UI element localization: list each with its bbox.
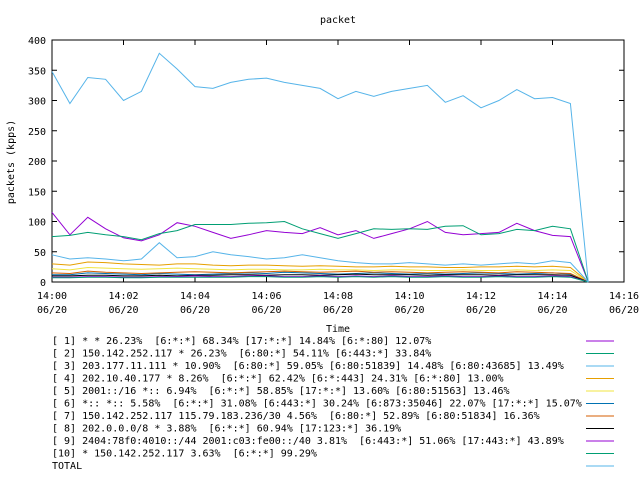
y-tick-label: 250 (28, 127, 46, 138)
x-tick-date-label: 06/20 (394, 305, 424, 316)
x-tick-time-label: 14:00 (37, 291, 67, 302)
legend-label-3: [ 3] 203.177.11.111 * 10.90% [6:80:*] 59… (52, 361, 564, 372)
legend-label-7: [ 7] 150.142.252.117 115.79.183.236/30 4… (52, 411, 540, 422)
y-tick-label: 400 (28, 36, 46, 47)
y-axis-ticks: 0 50 100 150 200 250 300 350 400 (28, 36, 624, 289)
y-tick-label: 350 (28, 66, 46, 77)
x-tick-date-label: 06/20 (466, 305, 496, 316)
series-line-11 (51, 242, 589, 283)
x-tick-time-label: 14:02 (108, 291, 138, 302)
x-tick-date-label: 06/20 (180, 305, 210, 316)
series-line-7 (51, 270, 589, 283)
y-axis-label: packets (kpps) (6, 120, 17, 204)
series-lines (51, 52, 589, 283)
legend-label-6: [ 6] *:: *:: 5.58% [6:*:*] 31.08% [6:443… (52, 399, 582, 410)
series-line-3 (51, 52, 589, 283)
x-tick-date-label: 06/20 (537, 305, 567, 316)
x-tick-date-label: 06/20 (609, 305, 639, 316)
x-tick-time-label: 14:08 (323, 291, 353, 302)
y-tick-label: 50 (34, 248, 46, 259)
x-axis-ticks: 14:00 06/20 14:02 06/20 14:04 06/20 14:06 06/20… (37, 40, 639, 316)
x-tick-time-label: 14:10 (394, 291, 424, 302)
legend-label-10: [10] * 150.142.252.117 3.63% [6:*:*] 99.… (52, 449, 317, 460)
x-tick-time-label: 14:04 (180, 291, 210, 302)
series-line-8 (52, 273, 589, 283)
y-tick-label: 300 (28, 97, 46, 108)
legend-label-1: [ 1] * * 26.23% [6:*:*] 68.34% [17:*:*] … (52, 336, 431, 347)
y-tick-label: 100 (28, 218, 46, 229)
y-tick-label: 200 (28, 157, 46, 168)
legend-label-2: [ 2] 150.142.252.117 * 26.23% [6:80:*] 5… (52, 349, 431, 360)
series-line-5 (51, 266, 589, 283)
y-tick-label: 150 (28, 187, 46, 198)
x-axis-label: Time (326, 324, 350, 335)
legend: [ 1] * * 26.23% [6:*:*] 68.34% [17:*:*] … (52, 336, 614, 472)
x-tick-time-label: 14:16 (609, 291, 639, 302)
x-tick-time-label: 14:12 (466, 291, 496, 302)
legend-label-4: [ 4] 202.10.40.177 * 8.26% [6:*:*] 62.42… (52, 374, 504, 385)
x-tick-time-label: 14:06 (251, 291, 281, 302)
legend-label-5: [ 5] 2001::/16 *:: 6.94% [6:*:*] 58.85% … (52, 386, 510, 397)
series-line-9 (52, 275, 589, 283)
series-line-10 (52, 276, 589, 283)
y-tick-label: 0 (40, 278, 46, 289)
legend-label-9: [ 9] 2404:78f0:4010::/44 2001:c03:fe00::… (52, 436, 564, 447)
series-line-1 (51, 212, 589, 283)
plot-area (51, 39, 625, 283)
series-line-4 (51, 261, 589, 283)
x-tick-date-label: 06/20 (251, 305, 281, 316)
x-tick-date-label: 06/20 (37, 305, 67, 316)
x-tick-date-label: 06/20 (108, 305, 138, 316)
chart-title: packet (320, 15, 356, 26)
legend-label-8: [ 8] 202.0.0.0/8 * 3.88% [6:*:*] 60.94% … (52, 424, 401, 435)
x-tick-time-label: 14:14 (537, 291, 567, 302)
legend-label-11: TOTAL (52, 461, 82, 472)
series-line-2 (51, 220, 589, 283)
series-line-6 (52, 271, 589, 283)
x-tick-date-label: 06/20 (323, 305, 353, 316)
